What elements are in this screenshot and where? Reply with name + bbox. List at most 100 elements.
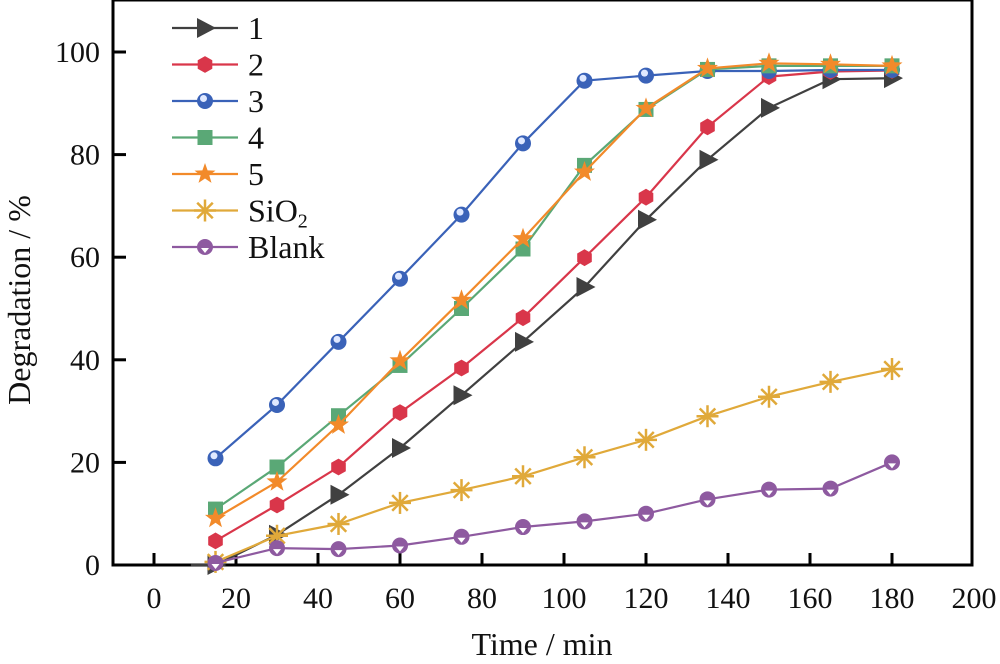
data-point xyxy=(819,370,842,393)
data-point xyxy=(392,438,411,459)
data-point xyxy=(515,519,531,536)
axis-ticks: 0 20 40 60 80 100 120 140 160 180 200 0 20 40 60 80 100 xyxy=(55,36,997,615)
data-point xyxy=(515,331,534,352)
data-point xyxy=(576,72,593,89)
data-point xyxy=(697,57,718,78)
y-tick-label: 40 xyxy=(70,344,100,377)
plot-frame xyxy=(111,0,974,567)
data-point xyxy=(635,97,657,118)
x-tick-label: 120 xyxy=(624,582,669,615)
data-point xyxy=(638,505,654,522)
x-tick-label: 160 xyxy=(788,582,833,615)
data-point xyxy=(451,289,472,310)
data-point xyxy=(205,507,226,528)
series-line xyxy=(215,461,893,564)
data-point xyxy=(269,496,285,514)
legend-item: SiO2 xyxy=(172,193,308,233)
data-point xyxy=(758,52,780,73)
series-line xyxy=(214,62,893,520)
legend-label: 3 xyxy=(248,83,264,119)
y-tick-label: 0 xyxy=(85,549,100,582)
y-tick-label: 20 xyxy=(70,446,100,479)
legend-marker xyxy=(197,130,213,145)
data-point xyxy=(699,491,716,508)
data-point xyxy=(450,479,473,502)
data-point xyxy=(512,465,534,488)
legend-item: 1 xyxy=(172,10,264,46)
legend-item: 4 xyxy=(172,120,264,156)
legend-label: 5 xyxy=(248,156,264,192)
data-point xyxy=(576,276,596,297)
data-point xyxy=(454,359,469,377)
x-axis-title: Time / min xyxy=(471,626,612,662)
legend-item: 2 xyxy=(172,47,264,83)
x-tick-label: 0 xyxy=(147,582,162,615)
data-point xyxy=(330,541,347,558)
legend-item: Blank xyxy=(172,229,324,265)
data-point xyxy=(700,118,715,136)
series-1 xyxy=(190,68,903,575)
data-point xyxy=(207,554,224,571)
data-point xyxy=(327,512,350,535)
legend-label: 2 xyxy=(248,47,264,83)
data-point xyxy=(884,454,900,471)
legend-marker xyxy=(197,239,213,255)
data-point xyxy=(269,459,285,475)
data-point xyxy=(699,149,719,170)
data-point xyxy=(331,458,346,476)
legend-marker xyxy=(194,199,216,222)
data-point xyxy=(207,450,224,467)
y-tick-label: 80 xyxy=(70,139,100,172)
data-point xyxy=(392,404,408,421)
data-point xyxy=(881,54,903,75)
x-tick-label: 180 xyxy=(870,582,915,615)
data-point xyxy=(389,349,411,370)
series-line xyxy=(214,64,892,511)
legend-label: SiO2 xyxy=(248,193,308,233)
data-point xyxy=(576,513,593,530)
legend-item: 5 xyxy=(172,156,264,192)
data-point xyxy=(453,206,470,223)
legend-marker xyxy=(197,18,216,38)
series-sio2 xyxy=(204,358,903,573)
x-tick-label: 80 xyxy=(467,582,497,615)
x-tick-label: 40 xyxy=(303,582,333,615)
data-point xyxy=(453,385,473,406)
data-point xyxy=(330,484,350,505)
data-point xyxy=(389,491,411,514)
data-point xyxy=(761,481,777,498)
data-point xyxy=(577,249,592,267)
legend-marker xyxy=(197,56,213,73)
data-point xyxy=(635,428,657,451)
data-point xyxy=(328,414,349,434)
series-line xyxy=(214,68,892,460)
x-tick-label: 60 xyxy=(385,582,415,615)
data-point xyxy=(392,270,408,287)
data-point xyxy=(269,540,285,557)
data-point xyxy=(573,446,596,469)
data-point xyxy=(638,67,654,84)
data-point xyxy=(515,135,531,152)
data-point xyxy=(208,532,223,550)
series-line xyxy=(214,69,893,542)
data-point xyxy=(515,309,531,327)
data-point xyxy=(638,209,657,230)
data-point xyxy=(574,161,595,181)
legend-label: 1 xyxy=(248,10,264,46)
legend-marker xyxy=(197,93,213,109)
data-point xyxy=(820,53,841,74)
series-5 xyxy=(205,52,903,528)
series-blank xyxy=(207,454,900,571)
data-point xyxy=(638,188,654,206)
data-point xyxy=(269,396,285,413)
y-axis-title: Degradation / % xyxy=(1,195,37,405)
x-tick-label: 140 xyxy=(706,582,751,615)
x-tick-label: 20 xyxy=(221,582,251,615)
series-group xyxy=(190,52,903,575)
legend-item: 3 xyxy=(172,83,264,119)
x-tick-label: 100 xyxy=(542,582,587,615)
data-point xyxy=(330,333,347,350)
data-point xyxy=(761,97,780,118)
